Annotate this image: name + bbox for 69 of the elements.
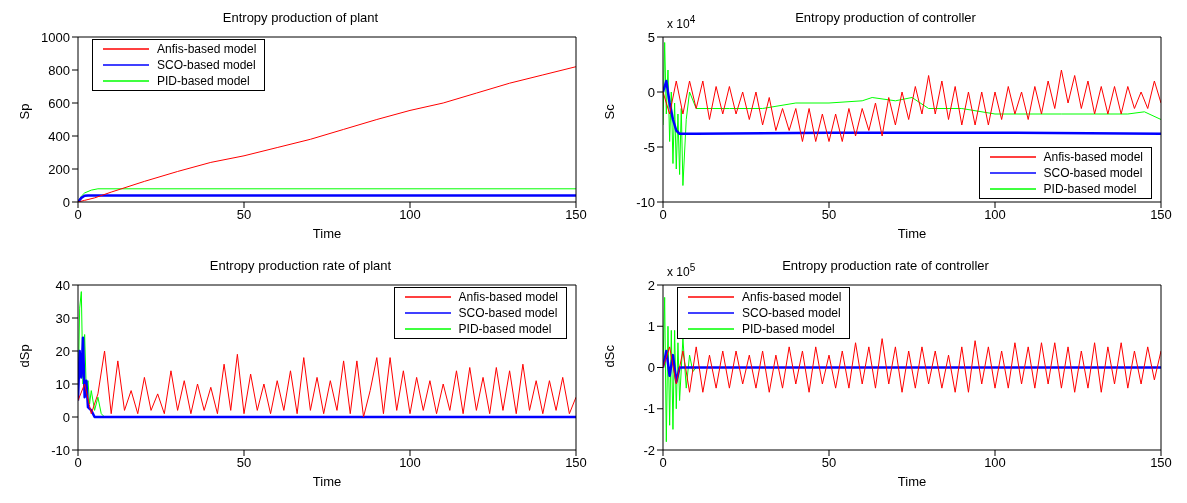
legend-label: SCO-based model [742, 305, 841, 321]
x-axis-title: Time [312, 226, 342, 241]
line-series [663, 69, 1161, 142]
y-tick-label: 2 [647, 277, 655, 293]
legend-label: SCO-based model [1043, 165, 1143, 181]
x-tick-label: 0 [659, 455, 667, 471]
x-tick-label: 50 [236, 455, 252, 471]
line-series [663, 79, 1161, 136]
line-series [663, 338, 1161, 393]
x-tick-label: 100 [399, 207, 421, 223]
x-tick-label: 100 [984, 207, 1006, 223]
y-tick-label: 30 [55, 310, 70, 326]
legend-label: PID-based model [157, 73, 250, 89]
y-axis-title: Sp [16, 103, 32, 120]
legend-label: PID-based model [742, 321, 835, 337]
y-tick-label: 1 [647, 318, 655, 334]
x-axis-title: Time [897, 226, 927, 241]
x-tick-label: 50 [821, 207, 837, 223]
x-tick-label: 100 [399, 455, 421, 471]
x-tick-label: 0 [74, 207, 82, 223]
x-tick-label: 50 [236, 207, 252, 223]
y-tick-label: 0 [62, 409, 70, 425]
x-tick-label: 150 [1150, 207, 1172, 223]
chart-title: Entropy production of plant [221, 10, 380, 25]
y-tick-label: 200 [48, 161, 70, 177]
x-tick-label: 150 [1150, 455, 1172, 471]
y-tick-label: -10 [636, 194, 655, 210]
x-tick-label: 150 [565, 455, 587, 471]
y-tick-label: 0 [647, 360, 655, 376]
line-series [78, 336, 576, 419]
legend-label: PID-based model [1043, 181, 1137, 197]
y-tick-label: 20 [55, 343, 70, 359]
line-series [663, 42, 1161, 186]
y-tick-label: 600 [48, 95, 70, 111]
y-tick-label: 40 [55, 277, 70, 293]
legend-label: Anfis-based model [157, 41, 257, 57]
y-tick-label: -1 [643, 401, 655, 417]
chart-title: Entropy production rate of plant [208, 258, 393, 273]
chart-title: Entropy production rate of controller [782, 258, 989, 273]
legend-label: SCO-based model [157, 57, 256, 73]
legend-label: Anfis-based model [458, 289, 558, 305]
legend-label: SCO-based model [458, 305, 558, 321]
y-tick-label: -10 [51, 442, 70, 458]
x-tick-label: 50 [821, 455, 837, 471]
x-axis-title: Time [312, 474, 342, 489]
line-series [78, 350, 576, 418]
x-tick-label: 0 [74, 455, 82, 471]
x-tick-label: 150 [565, 207, 587, 223]
y-tick-label: 0 [62, 194, 70, 210]
chart-title: Entropy production of controller [795, 10, 976, 25]
x-tick-label: 0 [659, 207, 667, 223]
y-axis-title: dSc [601, 344, 617, 368]
y-tick-label: 400 [48, 128, 70, 144]
y-axis-title: dSp [16, 344, 32, 368]
y-tick-label: 800 [48, 62, 70, 78]
legend-label: Anfis-based model [742, 289, 842, 305]
y-tick-label: -5 [643, 139, 655, 155]
y-tick-label: 0 [647, 84, 655, 100]
x-tick-label: 100 [984, 455, 1006, 471]
text: x 10$^{4}$ [667, 14, 696, 31]
x-axis-title: Time [897, 474, 927, 489]
y-tick-label: 1000 [41, 29, 70, 45]
legend-label: Anfis-based model [1043, 149, 1143, 165]
text: x 10$^{5}$ [667, 262, 696, 279]
y-tick-label: 10 [55, 376, 70, 392]
y-axis-title: Sc [601, 103, 617, 120]
y-tick-label: -2 [643, 442, 655, 458]
y-tick-label: 5 [647, 29, 655, 45]
legend-label: PID-based model [458, 321, 552, 337]
